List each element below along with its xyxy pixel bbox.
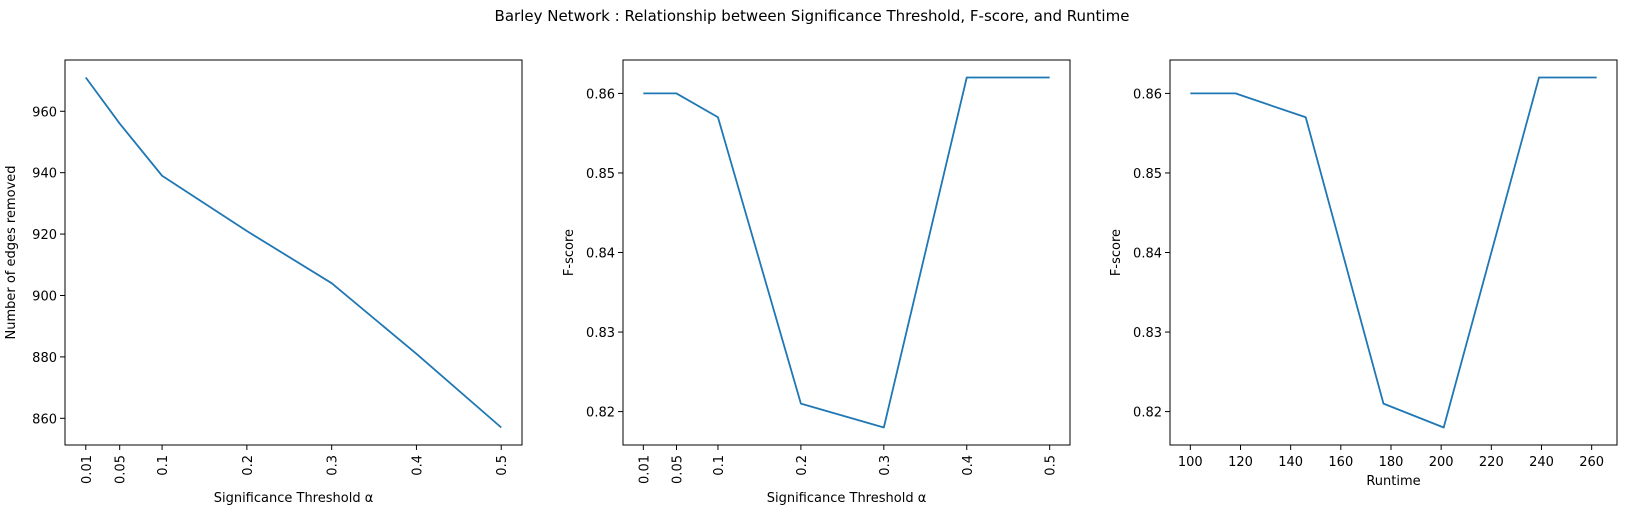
x-tick-label: 260	[1579, 455, 1604, 470]
series-line	[643, 76, 1050, 429]
x-tick-label: 0.2	[795, 455, 810, 476]
y-tick-label: 0.84	[586, 247, 615, 262]
x-tick-label: 0.01	[80, 455, 95, 484]
y-tick-label: 0.82	[1133, 406, 1162, 421]
y-tick-label: 0.83	[1133, 326, 1162, 341]
axes-frame	[1169, 59, 1618, 446]
series-line	[85, 76, 502, 429]
y-axis-label: F-score	[562, 229, 577, 276]
y-tick-label: 0.85	[586, 167, 615, 182]
x-tick-label: 100	[1178, 455, 1203, 470]
x-tick-label: 0.1	[712, 455, 727, 476]
chart-panel-3: 100 120 140 160 180 200 220 240 260 0.82 0.83 0.84 0…	[1109, 59, 1618, 489]
x-tick-label: 0.01	[637, 455, 652, 484]
x-tick-label: 0.05	[114, 455, 129, 484]
x-tick-label: 0.1	[156, 455, 171, 476]
x-tick-label: 220	[1479, 455, 1504, 470]
y-axis-label: Number of edges removed	[4, 165, 19, 339]
x-tick-label: 0.05	[670, 455, 685, 484]
x-tick-label: 0.5	[495, 455, 510, 476]
series-line	[1190, 76, 1597, 429]
x-tick-label: 0.3	[878, 455, 893, 476]
x-tick-label: 0.4	[961, 455, 976, 476]
y-tick-label: 940	[32, 167, 57, 182]
y-tick-label: 0.82	[586, 406, 615, 421]
y-tick-label: 0.84	[1133, 247, 1162, 262]
figure-title: Barley Network : Relationship between Si…	[495, 7, 1130, 25]
y-tick-label: 880	[32, 351, 57, 366]
y-axis-label: F-score	[1109, 229, 1124, 276]
x-axis-label: Runtime	[1366, 474, 1420, 489]
axes-frame	[64, 59, 523, 446]
x-tick-label: 0.3	[326, 455, 341, 476]
y-tick-label: 0.86	[1133, 87, 1162, 102]
y-tick-label: 0.86	[586, 87, 615, 102]
x-tick-label: 180	[1379, 455, 1404, 470]
x-tick-label: 240	[1529, 455, 1554, 470]
y-tick-label: 920	[32, 228, 57, 243]
x-tick-label: 0.5	[1044, 455, 1059, 476]
x-tick-label: 200	[1429, 455, 1454, 470]
x-axis-label: Significance Threshold α	[767, 491, 927, 506]
y-tick-label: 900	[32, 289, 57, 304]
x-tick-label: 0.2	[241, 455, 256, 476]
x-tick-label: 160	[1328, 455, 1353, 470]
axes-frame	[622, 59, 1071, 446]
chart-panel-1: 0.01 0.05 0.1 0.2 0.3 0.4 0.5 860 880 900 920 940 96…	[4, 59, 523, 506]
x-tick-label: 0.4	[410, 455, 425, 476]
x-tick-label: 120	[1228, 455, 1253, 470]
y-tick-label: 960	[32, 105, 57, 120]
x-axis-label: Significance Threshold α	[214, 491, 374, 506]
y-tick-label: 0.85	[1133, 167, 1162, 182]
chart-panel-2: 0.01 0.05 0.1 0.2 0.3 0.4 0.5 0.82 0.83 0.84 0.85 0…	[562, 59, 1071, 506]
x-tick-label: 140	[1278, 455, 1303, 470]
y-tick-label: 0.83	[586, 326, 615, 341]
y-tick-label: 860	[32, 412, 57, 427]
